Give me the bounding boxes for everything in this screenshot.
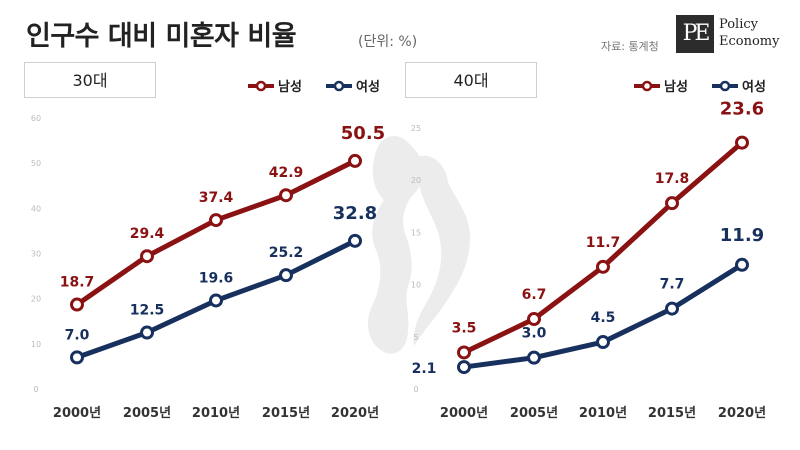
y-tick-label: 20	[411, 176, 421, 185]
y-tick-label: 10	[31, 340, 41, 349]
data-label-female: 2.1	[412, 361, 437, 377]
data-point-female	[527, 350, 541, 365]
y-tick-label: 10	[411, 281, 421, 290]
y-tick-label: 5	[413, 333, 418, 342]
data-label-female: 7.0	[65, 327, 90, 343]
data-point-male	[70, 297, 84, 312]
legend-swatch-marker	[641, 80, 653, 92]
y-tick-label: 15	[411, 228, 421, 237]
data-label-female: 7.7	[660, 277, 685, 293]
x-tick-label: 2005년	[510, 406, 558, 421]
source-label: 자료: 통계청	[601, 40, 659, 53]
y-tick-label: 0	[413, 385, 418, 394]
legend-swatch-marker	[255, 80, 267, 92]
x-tick-label: 2000년	[440, 406, 488, 421]
legend-label: 여성	[356, 79, 380, 95]
data-label-male: 29.4	[130, 226, 165, 242]
logo-icon: PE	[676, 15, 714, 53]
panel-title-40s: 40대	[405, 62, 537, 98]
data-label-male: 17.8	[655, 171, 690, 187]
data-label-female: 32.8	[333, 203, 377, 224]
data-label-male: 50.5	[341, 123, 385, 144]
y-tick-label: 25	[411, 124, 421, 133]
data-label-female: 25.2	[269, 245, 304, 261]
y-tick-label: 0	[33, 385, 38, 394]
y-tick-label: 20	[31, 295, 41, 304]
data-label-female: 3.0	[522, 326, 547, 342]
data-point-male	[348, 153, 362, 168]
x-tick-label: 2015년	[262, 406, 310, 421]
data-point-male	[665, 196, 679, 211]
data-label-male: 6.7	[522, 287, 547, 303]
data-point-male	[527, 312, 541, 327]
legend-swatch-marker	[719, 80, 731, 92]
y-tick-label: 60	[31, 114, 41, 123]
x-tick-label: 2020년	[331, 406, 379, 421]
data-point-female	[665, 301, 679, 316]
x-tick-label: 2010년	[192, 406, 240, 421]
x-tick-label: 2015년	[648, 406, 696, 421]
data-point-female	[348, 233, 362, 248]
data-point-female	[457, 360, 471, 375]
data-point-male	[735, 135, 749, 150]
data-label-female: 19.6	[199, 270, 234, 286]
y-tick-label: 30	[31, 250, 41, 259]
logo-text: Policy Economy	[719, 16, 779, 50]
unit-label: (단위: %)	[358, 34, 418, 50]
data-label-female: 4.5	[591, 310, 616, 326]
data-point-female	[70, 350, 84, 365]
page-title: 인구수 대비 미혼자 비율	[26, 21, 297, 52]
x-tick-label: 2020년	[718, 406, 766, 421]
y-tick-label: 40	[31, 204, 41, 213]
y-tick-label: 50	[31, 159, 41, 168]
data-point-female	[140, 325, 154, 340]
data-point-male	[140, 249, 154, 264]
data-point-male	[457, 345, 471, 360]
panel-title-30s: 30대	[24, 62, 156, 98]
data-label-male: 11.7	[586, 235, 621, 251]
data-label-male: 23.6	[720, 99, 764, 120]
legend-label: 남성	[664, 79, 688, 95]
data-point-female	[735, 257, 749, 272]
watermark-silhouette-icon	[368, 136, 470, 354]
logo-line-1: Policy	[719, 17, 758, 32]
panel-30s: 0 10 20 30 40 50 60 2000년 2005년 2010년 2015년 2020년 18…	[31, 79, 385, 421]
data-label-male: 37.4	[199, 190, 234, 206]
data-label-female: 11.9	[720, 225, 764, 246]
x-tick-label: 2000년	[53, 406, 101, 421]
legend-swatch-marker	[333, 80, 345, 92]
x-tick-label: 2005년	[123, 406, 171, 421]
data-label-male: 18.7	[60, 275, 95, 291]
logo-line-2: Economy	[719, 34, 780, 49]
data-point-male	[596, 259, 610, 274]
data-point-female	[279, 268, 293, 283]
data-point-male	[209, 213, 223, 228]
legend-label: 남성	[278, 79, 302, 95]
x-tick-label: 2010년	[579, 406, 627, 421]
data-point-female	[209, 293, 223, 308]
legend-label: 여성	[742, 79, 766, 95]
data-point-female	[596, 335, 610, 350]
data-point-male	[279, 188, 293, 203]
data-label-female: 12.5	[130, 303, 165, 319]
data-label-male: 3.5	[452, 320, 477, 336]
panel-40s: 0 5 10 15 20 25 2000년 2005년 2010년 2015년 2020년 3.5 6.…	[411, 79, 766, 421]
data-label-male: 42.9	[269, 165, 304, 181]
